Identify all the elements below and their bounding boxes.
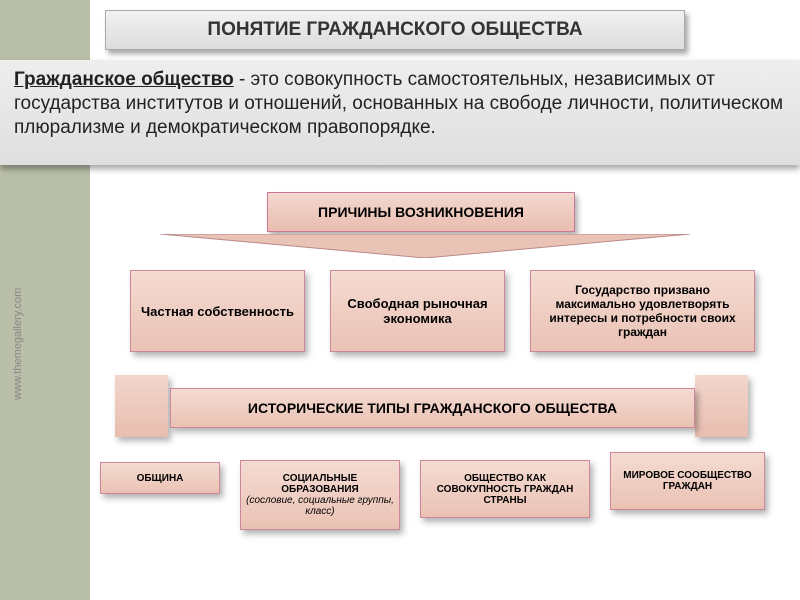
hist-bg-left [115, 375, 168, 437]
cause-box-0: Частная собственность [130, 270, 305, 352]
type-box-3: МИРОВОЕ СООБЩЕСТВО ГРАЖДАН [610, 452, 765, 510]
type-box-0: ОБЩИНА [100, 462, 220, 494]
cause-box-2: Государство призвано максимально удовлет… [530, 270, 755, 352]
type-box-2: ОБЩЕСТВО КАК СОВОКУПНОСТЬ ГРАЖДАН СТРАНЫ [420, 460, 590, 518]
definition-term: Гражданское общество [14, 69, 234, 90]
causes-label: ПРИЧИНЫ ВОЗНИКНОВЕНИЯ [267, 192, 575, 232]
hist-bg-right [695, 375, 748, 437]
header-title: ПОНЯТИЕ ГРАЖДАНСКОГО ОБЩЕСТВА [105, 10, 685, 50]
watermark: www.themegallery.com [12, 288, 24, 400]
hist-types-label: ИСТОРИЧЕСКИЕ ТИПЫ ГРАЖДАНСКОГО ОБЩЕСТВА [170, 388, 695, 428]
definition-box: Гражданское общество - это совокупность … [0, 60, 800, 165]
causes-arrow [160, 234, 690, 258]
cause-box-1: Свободная рыночная экономика [330, 270, 505, 352]
type-box-1: СОЦИАЛЬНЫЕ ОБРАЗОВАНИЯ(сословие, социаль… [240, 460, 400, 530]
